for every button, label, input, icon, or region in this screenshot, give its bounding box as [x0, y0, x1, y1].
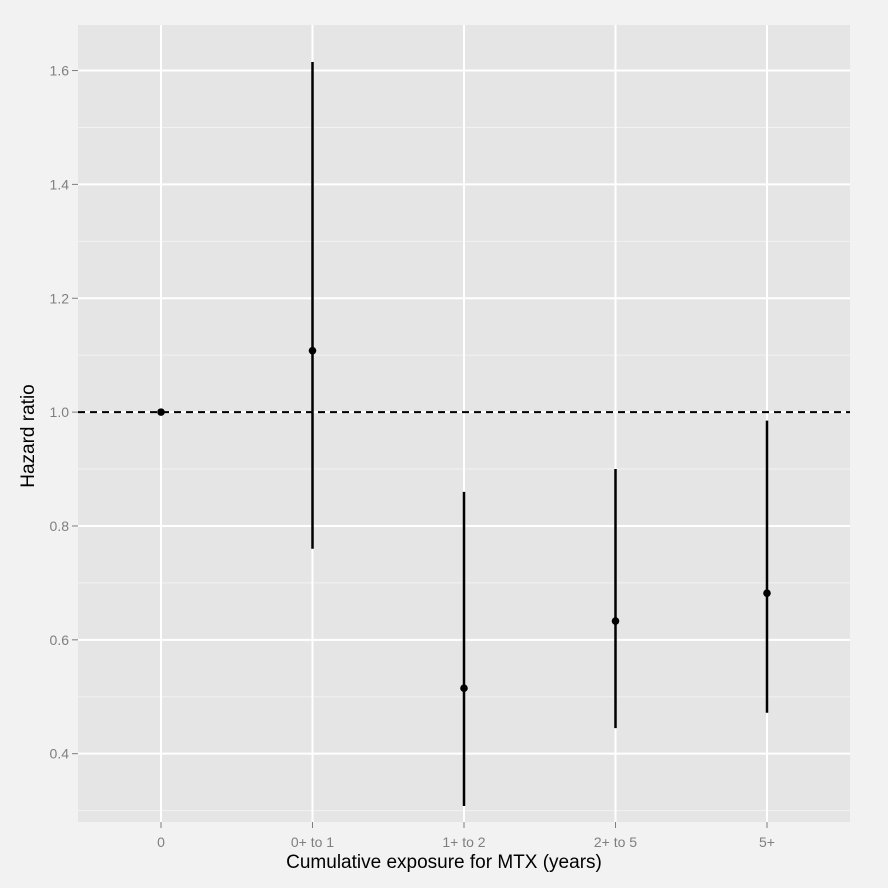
error-bars: [311, 62, 769, 807]
y-tick-label: 0.4: [50, 746, 70, 762]
x-axis-ticks: 0 0+ to 1 1+ to 2 2+ to 5 5+: [157, 822, 775, 850]
x-axis-title: Cumulative exposure for MTX (years): [286, 852, 602, 873]
estimate-point: [308, 346, 317, 355]
x-tick-label: 0: [157, 834, 165, 850]
estimate-points: [157, 346, 771, 693]
y-axis-title: Hazard ratio: [18, 384, 39, 488]
y-axis-ticks: 0.4 0.6 0.8 1.0 1.2 1.4 1.6: [50, 63, 78, 762]
y-tick-label: 1.0: [50, 404, 70, 420]
y-tick-label: 1.2: [50, 290, 70, 306]
estimate-point: [763, 589, 771, 597]
estimate-point: [611, 617, 620, 625]
x-tick-label: 1+ to 2: [442, 834, 485, 850]
y-tick-label: 1.6: [50, 63, 70, 79]
x-tick-label: 0+ to 1: [291, 834, 334, 850]
x-tick-label: 5+: [759, 834, 775, 850]
y-tick-label: 1.4: [50, 176, 70, 192]
estimate-point: [157, 408, 165, 416]
y-tick-label: 0.8: [50, 518, 70, 534]
y-tick-label: 0.6: [50, 632, 70, 648]
estimate-point: [460, 684, 468, 693]
x-tick-label: 2+ to 5: [594, 834, 637, 850]
